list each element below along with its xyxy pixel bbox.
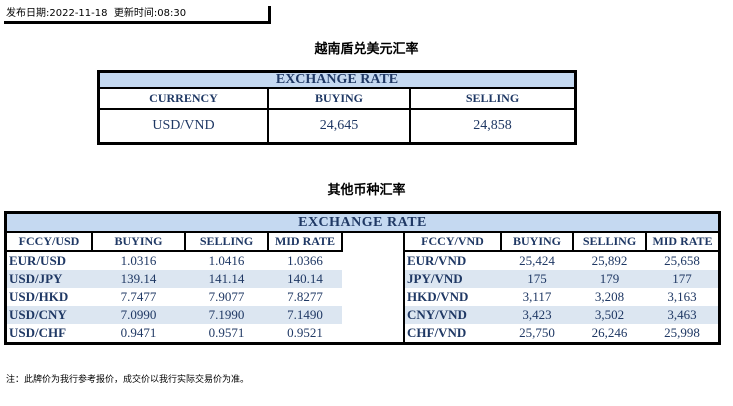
rate-cell: 25,892 <box>591 253 628 268</box>
update-label: 更新时间: <box>113 8 158 19</box>
spacer <box>342 306 404 324</box>
rate-cell: 3,163 <box>667 289 697 304</box>
rate-cell: 0.9471 <box>120 325 157 340</box>
rate-cell: 179 <box>573 270 646 288</box>
table-band: EXCHANGE RATE <box>97 70 577 89</box>
rate-cell: 3,208 <box>594 289 625 304</box>
pair-cell: HKD/VND <box>403 288 501 306</box>
rate-cell: 1.0366 <box>287 253 323 268</box>
rate-cell: 0.9521 <box>287 325 323 340</box>
column-header: SELLING <box>409 87 577 110</box>
rate-cell: 1.0416 <box>208 253 245 268</box>
column-header: FCCY/VND <box>403 231 502 252</box>
column-header: SELLING <box>572 231 647 252</box>
rate-cell: 7.1490 <box>268 306 342 324</box>
column-header: MID RATE <box>267 231 343 252</box>
rate-cell: 25,750 <box>519 325 555 340</box>
rate-cell: 3,117 <box>522 289 552 304</box>
spacer <box>342 288 404 306</box>
column-header: MID RATE <box>645 231 721 252</box>
buying-cell: 24,645 <box>267 108 411 145</box>
selling-cell: 24,858 <box>409 108 577 145</box>
rate-cell: 3,463 <box>646 306 720 324</box>
table-row: USD/HKD 7.7477 7.9077 7.8277 HKD/VND 3,117 3,2… <box>4 288 720 306</box>
spacer <box>342 270 404 288</box>
pair-cell: USD/JPY <box>4 270 92 288</box>
pair-cell: EUR/VND <box>403 251 501 270</box>
rate-cell: 140.14 <box>268 270 342 288</box>
publish-label: 发布日期: <box>6 8 50 19</box>
footnote: 注：此牌价为我行参考报价，成交价以我行实际交易价为准。 <box>6 375 250 385</box>
usd-rate-table: EXCHANGE RATE CURRENCY BUYING SELLING USD/… <box>97 70 577 145</box>
spacer <box>342 232 404 251</box>
pair-cell: CHF/VND <box>403 324 501 344</box>
pair-cell: USD/CNY <box>4 306 92 324</box>
rate-cell: 25,424 <box>519 253 555 268</box>
spacer <box>342 324 404 344</box>
pair-cell: USD/HKD <box>4 288 92 306</box>
pair-cell: USD/CHF <box>4 324 92 344</box>
rate-cell: 177 <box>646 270 720 288</box>
rate-cell: 139.14 <box>92 270 185 288</box>
rate-cell: 7.1990 <box>185 306 268 324</box>
pair-cell: CNY/VND <box>403 306 501 324</box>
rate-cell: 25,998 <box>664 325 700 340</box>
table-row: USD/CNY 7.0990 7.1990 7.1490 CNY/VND 3,423 3,5… <box>4 306 720 324</box>
rate-cell: 3,502 <box>573 306 646 324</box>
pair-cell: EUR/USD <box>4 251 92 270</box>
pair-cell: JPY/VND <box>403 270 501 288</box>
publish-date: 2022-11-18 <box>49 8 108 19</box>
column-header: BUYING <box>91 231 186 252</box>
rate-cell: 175 <box>501 270 573 288</box>
table-row: USD/JPY 139.14 141.14 140.14 JPY/VND 175 179 17… <box>4 270 720 288</box>
column-header: CURRENCY <box>97 87 269 110</box>
column-header: BUYING <box>500 231 574 252</box>
pair-cell: USD/VND <box>97 108 269 145</box>
table-row: USD/CHF 0.9471 0.9571 0.9521 CHF/VND 25,750 26… <box>4 324 720 344</box>
rate-cell: 7.9077 <box>208 289 245 304</box>
column-header: FCCY/USD <box>4 231 93 252</box>
rate-cell: 1.0316 <box>120 253 157 268</box>
other-section-title: 其他币种汇率 <box>327 183 406 198</box>
rate-cell: 26,246 <box>591 325 628 340</box>
rate-cell: 3,423 <box>501 306 573 324</box>
publish-info: 发布日期:2022-11-18 更新时间:08:30 <box>4 6 271 24</box>
spacer <box>342 251 404 270</box>
rate-cell: 7.7477 <box>120 289 157 304</box>
table-row: EUR/USD 1.0316 1.0416 1.0366 EUR/VND 25,424 25… <box>4 251 720 270</box>
other-rate-table: EXCHANGE RATE FCCY/USD BUYING SELLING MI… <box>4 211 721 345</box>
column-header: BUYING <box>267 87 411 110</box>
table-row: USD/VND 24,645 24,858 <box>97 108 577 145</box>
rate-cell: 7.0990 <box>92 306 185 324</box>
rate-cell: 25,658 <box>664 253 700 268</box>
update-time: 08:30 <box>157 8 187 19</box>
rate-cell: 0.9571 <box>208 325 245 340</box>
rate-cell: 141.14 <box>185 270 268 288</box>
column-header: SELLING <box>184 231 269 252</box>
table-band: EXCHANGE RATE <box>5 212 720 233</box>
rate-cell: 7.8277 <box>287 289 323 304</box>
usd-section-title: 越南盾兑美元汇率 <box>314 42 419 57</box>
